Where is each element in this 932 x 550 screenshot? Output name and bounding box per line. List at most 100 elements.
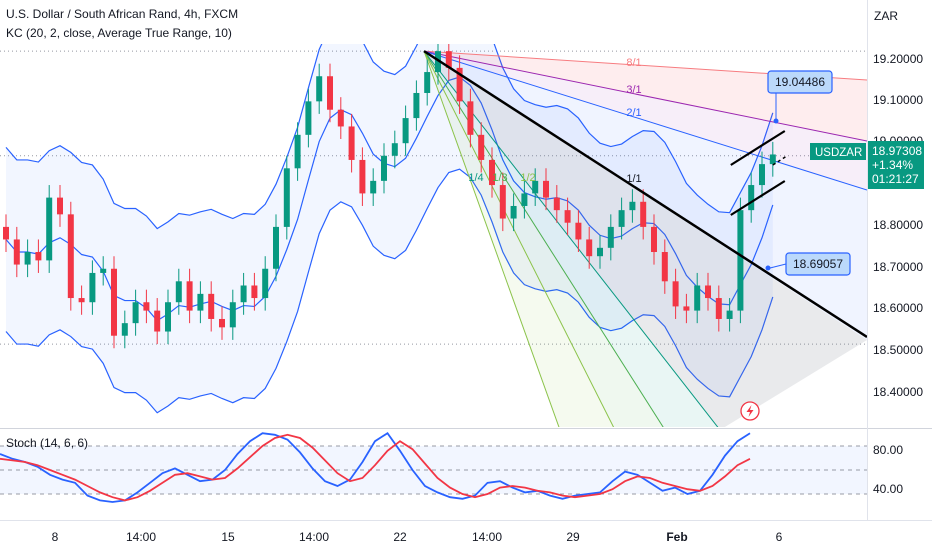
callout-pointer bbox=[769, 263, 787, 269]
keltner-lower bbox=[5, 168, 774, 414]
candle bbox=[510, 205, 517, 219]
candle bbox=[499, 185, 506, 219]
fan-ratio-label: 2/1 bbox=[626, 107, 641, 119]
fan-ratio-label: 1/1 bbox=[626, 173, 641, 185]
candle bbox=[629, 201, 636, 211]
candle bbox=[327, 76, 333, 110]
candle bbox=[100, 268, 107, 273]
candle bbox=[89, 272, 96, 303]
gann-fan-line bbox=[423, 50, 867, 191]
candle bbox=[618, 210, 625, 227]
candle bbox=[294, 134, 301, 169]
candle bbox=[35, 252, 42, 261]
stoch-tick: 80.00 bbox=[873, 443, 903, 457]
time-tick: 14:00 bbox=[126, 530, 156, 544]
candle bbox=[370, 180, 377, 194]
price-axis[interactable]: 19.20000 19.10000 19.00000 18.80000 18.7… bbox=[873, 52, 923, 399]
callout-box bbox=[767, 70, 833, 94]
callout-dot bbox=[765, 265, 771, 271]
candle bbox=[553, 197, 560, 211]
callout-label: 18.69057 bbox=[793, 257, 843, 271]
candle bbox=[661, 252, 668, 282]
stoch-d-line bbox=[0, 433, 751, 502]
candle bbox=[165, 302, 171, 332]
candle bbox=[121, 323, 128, 336]
fan-ratio-label: 1/2 bbox=[520, 172, 535, 184]
badge-symbol: USDZAR bbox=[815, 147, 862, 159]
candle bbox=[3, 226, 9, 240]
callout-dot bbox=[773, 118, 779, 124]
gann-fan-line bbox=[423, 50, 615, 427]
candle bbox=[359, 159, 366, 194]
price-tick: 19.10000 bbox=[873, 93, 923, 107]
candle bbox=[456, 67, 463, 102]
candle bbox=[273, 226, 279, 269]
candle bbox=[651, 226, 657, 253]
candle bbox=[521, 193, 528, 206]
candle bbox=[186, 281, 193, 311]
candle bbox=[683, 306, 690, 311]
indicator-label[interactable]: KC (20, 2, close, Average True Range, 10… bbox=[6, 26, 232, 40]
candle bbox=[111, 268, 117, 336]
badge-countdown: 01:21:27 bbox=[872, 172, 919, 186]
price-tick: 18.80000 bbox=[873, 218, 923, 232]
fan-ratio-label: 1/3 bbox=[492, 172, 507, 184]
candle bbox=[24, 252, 31, 265]
time-axis[interactable]: 8 14:00 15 14:00 22 14:00 29 Feb 6 bbox=[52, 530, 783, 544]
candle bbox=[769, 154, 776, 165]
candle bbox=[240, 285, 247, 303]
gann-fan-line bbox=[423, 50, 867, 142]
time-tick: 22 bbox=[393, 530, 407, 544]
candle bbox=[262, 268, 269, 299]
candle bbox=[57, 197, 63, 215]
candle bbox=[737, 210, 744, 311]
candle bbox=[283, 168, 290, 227]
candle bbox=[424, 72, 431, 93]
time-tick: Feb bbox=[666, 530, 687, 544]
candle bbox=[597, 247, 603, 257]
callout-label: 19.04486 bbox=[775, 75, 825, 89]
time-tick: 14:00 bbox=[472, 530, 502, 544]
candle bbox=[229, 302, 236, 328]
chart-title[interactable]: U.S. Dollar / South African Rand, 4h, FX… bbox=[6, 7, 239, 21]
candle bbox=[694, 285, 701, 311]
candle bbox=[586, 239, 593, 257]
gann-fan-line bbox=[423, 50, 560, 427]
current-price-badge: USDZAR 18.97308 +1.34% 01:21:27 bbox=[810, 141, 924, 189]
candle bbox=[402, 118, 409, 144]
time-tick: 8 bbox=[52, 530, 59, 544]
candle bbox=[337, 109, 344, 127]
candle bbox=[132, 302, 139, 324]
fan-ratio-label: 8/1 bbox=[626, 57, 641, 69]
price-tick: 18.50000 bbox=[873, 343, 923, 357]
stoch-label[interactable]: Stoch (14, 6, 6) bbox=[6, 436, 88, 450]
candle bbox=[478, 134, 485, 160]
time-tick: 6 bbox=[776, 530, 783, 544]
candle bbox=[607, 226, 614, 248]
lightning-icon[interactable] bbox=[740, 401, 760, 421]
candle bbox=[251, 285, 258, 299]
candle bbox=[305, 101, 312, 135]
flag-line-upper bbox=[730, 130, 786, 166]
candle bbox=[219, 318, 225, 328]
candle bbox=[381, 155, 387, 181]
gann-fan-line bbox=[423, 50, 664, 427]
keltner-fill bbox=[6, 44, 773, 413]
candle bbox=[391, 143, 398, 156]
candle bbox=[759, 164, 765, 186]
stoch-tick: 40.00 bbox=[873, 482, 903, 496]
time-tick: 29 bbox=[566, 530, 580, 544]
candle bbox=[143, 302, 150, 311]
candle bbox=[208, 293, 215, 319]
candle bbox=[316, 76, 323, 102]
candle bbox=[46, 197, 53, 261]
candle bbox=[175, 281, 182, 303]
currency-selector[interactable]: ZAR bbox=[874, 9, 898, 23]
candle bbox=[532, 180, 539, 194]
candle bbox=[67, 214, 74, 299]
stoch-axis: 80.00 40.00 bbox=[873, 443, 903, 496]
time-tick: 15 bbox=[221, 530, 235, 544]
candle bbox=[13, 239, 20, 265]
candle bbox=[543, 180, 549, 198]
